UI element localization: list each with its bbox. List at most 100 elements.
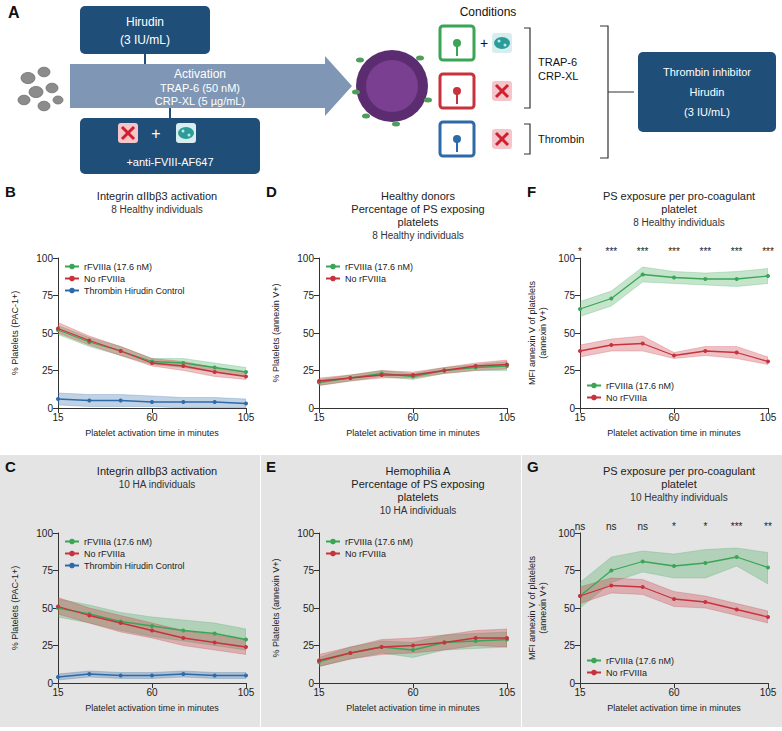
svg-text:***: *** — [637, 246, 649, 257]
svg-text:15: 15 — [52, 412, 64, 423]
svg-text:60: 60 — [668, 687, 680, 698]
svg-text:100: 100 — [297, 528, 314, 539]
svg-text:PS exposure per pro-coagulant: PS exposure per pro-coagulant — [603, 190, 755, 202]
svg-text:Activation: Activation — [174, 67, 226, 81]
svg-text:ns: ns — [575, 521, 586, 532]
svg-text:Percentage of PS exposing: Percentage of PS exposing — [351, 478, 484, 490]
svg-text:(3 IU/mL): (3 IU/mL) — [120, 33, 170, 47]
svg-text:Conditions: Conditions — [460, 5, 517, 19]
svg-text:rFVIIIa (17.6 nM): rFVIIIa (17.6 nM) — [84, 537, 152, 547]
svg-text:+: + — [480, 35, 488, 51]
svg-text:105: 105 — [238, 687, 255, 698]
svg-text:PS exposure per pro-coagulant: PS exposure per pro-coagulant — [603, 465, 755, 477]
svg-text:105: 105 — [760, 687, 777, 698]
svg-text:+anti-FVIII-AF647: +anti-FVIII-AF647 — [126, 156, 213, 168]
svg-text:75: 75 — [303, 290, 315, 301]
svg-text:Integrin αIIbβ3 activation: Integrin αIIbβ3 activation — [97, 465, 217, 477]
svg-text:D: D — [266, 183, 277, 200]
svg-text:E: E — [266, 458, 276, 475]
svg-text:rFVIIIa (17.6 nM): rFVIIIa (17.6 nM) — [84, 262, 152, 272]
svg-text:*: * — [703, 521, 707, 532]
svg-text:75: 75 — [42, 565, 54, 576]
svg-text:*: * — [672, 521, 676, 532]
svg-text:50: 50 — [564, 328, 576, 339]
svg-text:10 Healthy individuals: 10 Healthy individuals — [630, 492, 727, 503]
svg-text:50: 50 — [42, 603, 54, 614]
svg-text:60: 60 — [407, 687, 419, 698]
svg-text:25: 25 — [42, 365, 54, 376]
svg-text:No rFVIIIa: No rFVIIIa — [84, 274, 125, 284]
svg-text:rFVIIIa (17.6 nM): rFVIIIa (17.6 nM) — [606, 381, 674, 391]
svg-text:No rFVIIIa: No rFVIIIa — [345, 549, 386, 559]
svg-text:TRAP-6: TRAP-6 — [538, 56, 577, 68]
svg-text:100: 100 — [36, 528, 53, 539]
svg-text:10 HA individuals: 10 HA individuals — [119, 479, 196, 490]
svg-text:15: 15 — [313, 687, 325, 698]
svg-text:***: *** — [731, 246, 743, 257]
svg-text:25: 25 — [564, 365, 576, 376]
svg-text:ns: ns — [606, 521, 617, 532]
svg-text:50: 50 — [42, 328, 54, 339]
svg-text:% Platelets (annexin V+): % Platelets (annexin V+) — [271, 559, 281, 658]
svg-text:CRP-XL (5 µg/mL): CRP-XL (5 µg/mL) — [155, 95, 245, 107]
svg-text:105: 105 — [238, 412, 255, 423]
svg-text:+: + — [151, 125, 160, 142]
svg-text:No rFVIIIa: No rFVIIIa — [345, 274, 386, 284]
svg-text:No rFVIIIa: No rFVIIIa — [606, 393, 647, 403]
svg-text:***: *** — [762, 246, 774, 257]
svg-text:50: 50 — [303, 328, 315, 339]
svg-text:Hirudin: Hirudin — [126, 15, 164, 29]
svg-text:100: 100 — [558, 528, 575, 539]
svg-text:8 Healthy individuals: 8 Healthy individuals — [372, 230, 464, 241]
svg-text:Platelet activation time in mi: Platelet activation time in minutes — [607, 428, 741, 438]
svg-text:60: 60 — [146, 412, 158, 423]
svg-text:***: *** — [731, 521, 743, 532]
svg-text:TRAP-6 (50 nM): TRAP-6 (50 nM) — [160, 82, 240, 94]
svg-text:15: 15 — [52, 687, 64, 698]
svg-text:MFI annexin V of platelets: MFI annexin V of platelets — [527, 280, 537, 385]
svg-text:105: 105 — [499, 412, 516, 423]
svg-text:***: *** — [605, 246, 617, 257]
svg-text:B: B — [5, 183, 16, 200]
svg-text:platelet: platelet — [661, 478, 696, 490]
svg-text:Hirudin: Hirudin — [690, 86, 725, 98]
svg-text:8 Healthy individuals: 8 Healthy individuals — [633, 217, 725, 228]
svg-text:10 HA individuals: 10 HA individuals — [380, 505, 457, 516]
svg-text:platelets: platelets — [398, 491, 439, 503]
svg-text:*: * — [578, 246, 582, 257]
svg-text:105: 105 — [760, 412, 777, 423]
svg-text:Healthy donors: Healthy donors — [381, 190, 455, 202]
svg-text:105: 105 — [499, 687, 516, 698]
svg-text:C: C — [5, 458, 16, 475]
svg-text:rFVIIIa (17.6 nM): rFVIIIa (17.6 nM) — [345, 537, 413, 547]
svg-text:% Platelets (PAC-1+): % Platelets (PAC-1+) — [10, 566, 20, 651]
svg-text:% Platelets (PAC-1+): % Platelets (PAC-1+) — [10, 291, 20, 376]
svg-text:100: 100 — [297, 253, 314, 264]
svg-text:15: 15 — [574, 412, 586, 423]
svg-text:Thrombin Hirudin Control: Thrombin Hirudin Control — [84, 286, 185, 296]
svg-text:15: 15 — [574, 687, 586, 698]
svg-text:Thrombin Hirudin Control: Thrombin Hirudin Control — [84, 561, 185, 571]
svg-text:**: ** — [764, 521, 772, 532]
svg-text:platelets: platelets — [398, 216, 439, 228]
svg-text:***: *** — [668, 246, 680, 257]
svg-text:25: 25 — [42, 640, 54, 651]
svg-text:25: 25 — [564, 640, 576, 651]
svg-text:% Platelets (annexin V+): % Platelets (annexin V+) — [271, 284, 281, 383]
svg-text:Integrin αIIbβ3 activation: Integrin αIIbβ3 activation — [97, 190, 217, 202]
svg-text:No rFVIIIa: No rFVIIIa — [84, 549, 125, 559]
svg-text:75: 75 — [303, 565, 315, 576]
svg-text:MFI annexin V of platelets: MFI annexin V of platelets — [527, 555, 537, 660]
svg-text:F: F — [527, 183, 536, 200]
svg-text:75: 75 — [564, 565, 576, 576]
svg-text:Platelet activation time in mi: Platelet activation time in minutes — [346, 703, 480, 713]
svg-text:Platelet activation time in mi: Platelet activation time in minutes — [85, 428, 219, 438]
svg-text:G: G — [527, 458, 539, 475]
svg-text:75: 75 — [42, 290, 54, 301]
svg-text:CRP-XL: CRP-XL — [538, 70, 578, 82]
svg-text:100: 100 — [36, 253, 53, 264]
svg-text:50: 50 — [303, 603, 315, 614]
svg-text:ns: ns — [637, 521, 648, 532]
svg-text:platelet: platelet — [661, 203, 696, 215]
svg-text:Platelet activation time in mi: Platelet activation time in minutes — [607, 703, 741, 713]
